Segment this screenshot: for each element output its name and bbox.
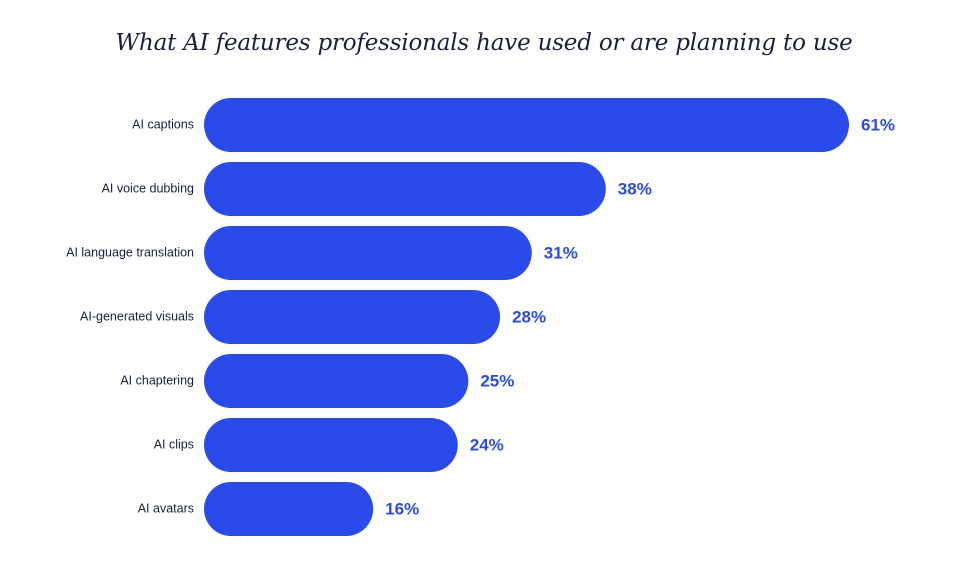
category-label: AI voice dubbing — [102, 181, 194, 195]
value-label: 24% — [470, 435, 504, 454]
bar — [204, 290, 501, 344]
bar — [204, 226, 532, 280]
chart-title: What AI features professionals have used… — [115, 30, 853, 56]
category-label: AI-generated visuals — [80, 309, 194, 323]
bar — [204, 98, 849, 152]
category-label: AI avatars — [138, 501, 194, 515]
bar — [204, 482, 374, 536]
bar — [204, 162, 606, 216]
value-label: 31% — [544, 243, 578, 262]
bar — [204, 354, 469, 408]
category-label: AI chaptering — [120, 373, 194, 387]
value-label: 25% — [480, 371, 514, 390]
value-label: 16% — [385, 499, 419, 518]
value-label: 38% — [618, 179, 652, 198]
category-label: AI clips — [154, 437, 194, 451]
category-label: AI captions — [132, 117, 194, 131]
bar — [204, 418, 458, 472]
value-label: 61% — [861, 115, 895, 134]
value-label: 28% — [512, 307, 546, 326]
category-label: AI language translation — [66, 245, 194, 259]
